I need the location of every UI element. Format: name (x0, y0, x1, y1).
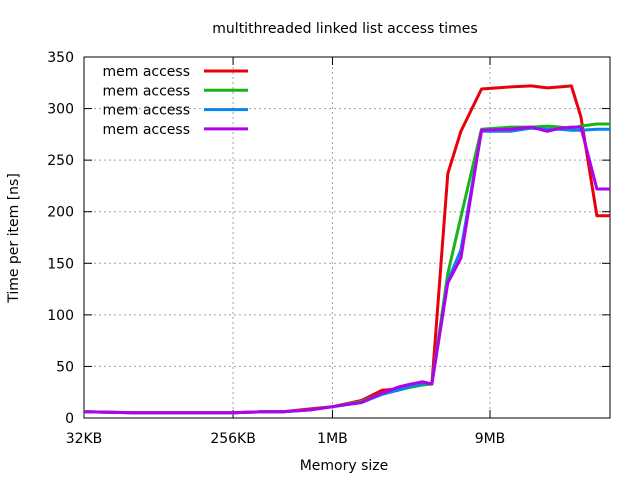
y-tick-label: 150 (47, 256, 74, 272)
series-lines (84, 84, 610, 415)
series-line-2 (84, 122, 610, 415)
axis-ticks: 0 50 100 150 200 250 300 350 32KB 256KB 1MB 9MB (47, 50, 610, 447)
series-line-4 (84, 125, 610, 415)
y-tick-label: 50 (56, 359, 74, 375)
chart-title: multithreaded linked list access times (212, 21, 477, 37)
legend-label-2: mem access (102, 83, 190, 99)
y-tick-label: 350 (47, 50, 74, 66)
x-tick-label: 256KB (210, 431, 256, 447)
y-tick-label: 200 (47, 205, 74, 221)
series-line-3 (84, 126, 610, 415)
y-tick-label: 300 (47, 102, 74, 118)
y-axis-label: Time per item [ns] (6, 173, 22, 304)
y-tick-label: 0 (65, 411, 74, 427)
grid-lines (84, 57, 610, 418)
y-tick-label: 250 (47, 153, 74, 169)
plot-frame (83, 56, 611, 419)
x-tick-label: 9MB (475, 431, 506, 447)
legend-label-3: mem access (102, 103, 190, 119)
legend-label-4: mem access (102, 122, 190, 138)
legend-label-1: mem access (102, 64, 190, 80)
legend: mem access mem access mem access mem access (102, 64, 248, 138)
x-axis-label: Memory size (300, 458, 389, 474)
x-tick-label: 32KB (66, 431, 103, 447)
x-tick-label: 1MB (317, 431, 348, 447)
y-tick-label: 100 (47, 308, 74, 324)
